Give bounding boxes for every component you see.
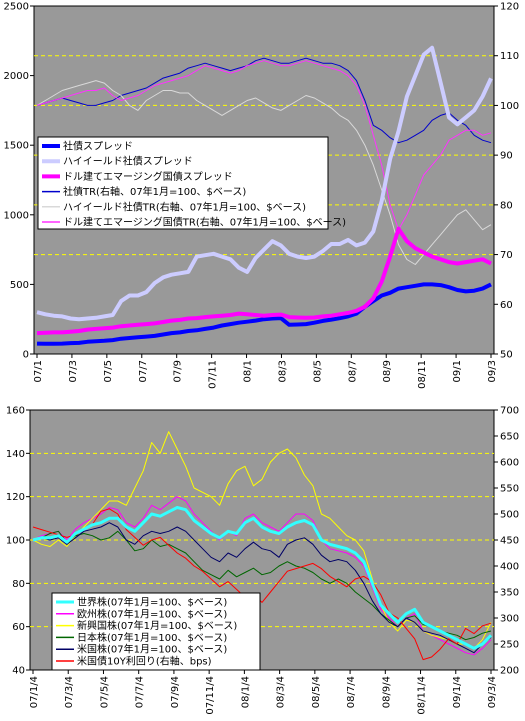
x-tick-label: 08/9 bbox=[382, 360, 393, 382]
chart2-left-axis: 40 60 80 100 120 140 160 bbox=[6, 406, 30, 677]
legend-label: 社債TR(右軸、07年1月=100、$ベース) bbox=[63, 185, 246, 198]
x-tick-label: 08/11 bbox=[417, 360, 428, 389]
legend-label: ハイイールド社債TR(右軸、07年1月=100、$ベース) bbox=[63, 200, 306, 213]
corporate-spread-chart: 0 500 1000 1500 2000 2500 50 60 70 80 90 100 110 120… bbox=[4, 2, 520, 389]
chart2-x-axis: 07/1/4 07/3/4 07/5/4 07/7/4 07/9/4 07/11/4 08/… bbox=[29, 670, 498, 715]
y-tick-label: 200 bbox=[500, 666, 519, 677]
y-tick-label: 500 bbox=[10, 280, 29, 291]
legend-box bbox=[51, 592, 261, 671]
y-tick-label: 600 bbox=[500, 458, 519, 469]
series-line bbox=[36, 60, 492, 231]
legend-label: 日本株(07年1月=100、$ベース) bbox=[77, 631, 227, 644]
x-tick-label: 08/11/4 bbox=[417, 676, 428, 715]
x-tick-label: 08/9/4 bbox=[381, 676, 392, 708]
series-line bbox=[36, 80, 492, 265]
x-tick-label: 07/3 bbox=[68, 360, 79, 382]
x-tick-label: 08/5 bbox=[312, 360, 323, 382]
x-tick-label: 08/1/4 bbox=[240, 676, 251, 708]
legend-label: 社債スプレッド bbox=[63, 140, 133, 153]
series-line bbox=[32, 530, 492, 641]
legend-label: 米国債10Y利回り(右軸、bps) bbox=[77, 655, 212, 668]
y-tick-label: 100 bbox=[6, 536, 25, 547]
chart1-right-axis: 50 60 70 80 90 100 110 120 bbox=[494, 2, 519, 361]
x-tick-label: 08/5/4 bbox=[311, 676, 322, 708]
y-tick-label: 140 bbox=[6, 449, 25, 460]
chart2-series bbox=[32, 431, 493, 661]
legend-label: 米国株(07年1月=100、$ベース) bbox=[77, 643, 227, 656]
series-line bbox=[36, 226, 492, 336]
y-tick-label: 90 bbox=[500, 151, 513, 162]
y-tick-label: 700 bbox=[500, 406, 519, 417]
y-tick-label: 120 bbox=[6, 492, 25, 503]
series-line bbox=[36, 57, 492, 144]
x-tick-label: 07/11 bbox=[208, 360, 219, 389]
x-tick-label: 07/1 bbox=[33, 360, 44, 382]
x-tick-label: 07/5/4 bbox=[99, 676, 110, 708]
chart1-x-axis: 07/1 07/3 07/5 07/7 07/9 07/11 08/1 08/3 08/5 08/… bbox=[33, 354, 498, 389]
y-tick-label: 1000 bbox=[4, 210, 29, 221]
y-tick-label: 550 bbox=[500, 484, 519, 495]
x-tick-label: 07/1/4 bbox=[29, 676, 40, 708]
series-line bbox=[36, 45, 493, 322]
y-tick-label: 400 bbox=[500, 562, 519, 573]
legend-label: ドル建てエマージング国債スプレッド bbox=[63, 170, 233, 183]
y-tick-label: 250 bbox=[500, 640, 519, 651]
legend-box bbox=[37, 136, 329, 230]
y-tick-label: 300 bbox=[500, 614, 519, 625]
chart2-right-axis: 200 250 300 350 400 450 500 550 600 650 700 bbox=[494, 406, 519, 677]
y-tick-label: 100 bbox=[500, 101, 519, 112]
x-tick-label: 08/7/4 bbox=[346, 676, 357, 708]
y-tick-label: 70 bbox=[500, 250, 513, 261]
chart1-series bbox=[36, 45, 493, 346]
chart2-legend: 世界株(07年1月=100、$ベース)欧州株(07年1月=100、$ベース)新興… bbox=[51, 592, 261, 671]
x-tick-label: 07/3/4 bbox=[64, 676, 75, 708]
x-tick-label: 07/9 bbox=[173, 360, 184, 382]
x-tick-label: 07/7 bbox=[138, 360, 149, 382]
y-tick-label: 80 bbox=[500, 200, 513, 211]
chart1-left-axis: 0 500 1000 1500 2000 2500 bbox=[4, 2, 34, 361]
y-tick-label: 1500 bbox=[4, 141, 29, 152]
x-tick-label: 08/3/4 bbox=[276, 676, 287, 708]
y-tick-label: 60 bbox=[12, 622, 25, 633]
series-line bbox=[32, 506, 493, 650]
series-line bbox=[32, 508, 492, 661]
y-tick-label: 0 bbox=[23, 350, 29, 361]
legend-label: 世界株(07年1月=100、$ベース) bbox=[77, 596, 227, 609]
x-tick-label: 09/3/4 bbox=[487, 676, 498, 708]
y-tick-label: 40 bbox=[12, 666, 25, 677]
x-tick-label: 09/1/4 bbox=[452, 676, 463, 708]
y-tick-label: 120 bbox=[500, 2, 519, 13]
legend-label: ドル建てエマージング国債TR(右軸、07年1月=100、$ベース) bbox=[63, 216, 346, 229]
y-tick-label: 60 bbox=[500, 300, 513, 311]
x-tick-label: 07/5 bbox=[103, 360, 114, 382]
x-tick-label: 07/7/4 bbox=[135, 676, 146, 708]
y-tick-label: 160 bbox=[6, 406, 25, 417]
y-tick-label: 2000 bbox=[4, 71, 29, 82]
y-tick-label: 500 bbox=[500, 510, 519, 521]
series-line bbox=[36, 282, 492, 346]
legend-label: 欧州株(07年1月=100、$ベース) bbox=[77, 607, 227, 620]
x-tick-label: 08/1 bbox=[243, 360, 254, 382]
legend-label: ハイイールド社債スプレッド bbox=[63, 155, 193, 168]
x-tick-label: 09/3 bbox=[487, 360, 498, 382]
equity-yield-chart: 40 60 80 100 120 140 160 200 250 300 350 400 450 500… bbox=[6, 406, 519, 715]
x-tick-label: 08/7 bbox=[347, 360, 358, 382]
y-tick-label: 80 bbox=[12, 579, 25, 590]
y-tick-label: 2500 bbox=[4, 2, 29, 13]
chart1-legend: 社債スプレッドハイイールド社債スプレッドドル建てエマージング国債スプレッド社債T… bbox=[37, 136, 346, 230]
x-tick-label: 08/3 bbox=[277, 360, 288, 382]
x-tick-label: 09/1 bbox=[452, 360, 463, 382]
series-line bbox=[32, 496, 492, 656]
y-tick-label: 110 bbox=[500, 51, 519, 62]
series-line bbox=[32, 522, 492, 654]
y-tick-label: 350 bbox=[500, 588, 519, 599]
y-tick-label: 50 bbox=[500, 350, 513, 361]
chart2-gridlines bbox=[30, 452, 494, 628]
legend-label: 新興国株(07年1月=100、$ベース) bbox=[77, 619, 237, 632]
y-tick-label: 450 bbox=[500, 536, 519, 547]
x-tick-label: 07/9/4 bbox=[170, 676, 181, 708]
y-tick-label: 650 bbox=[500, 432, 519, 443]
x-tick-label: 07/11/4 bbox=[205, 676, 216, 715]
